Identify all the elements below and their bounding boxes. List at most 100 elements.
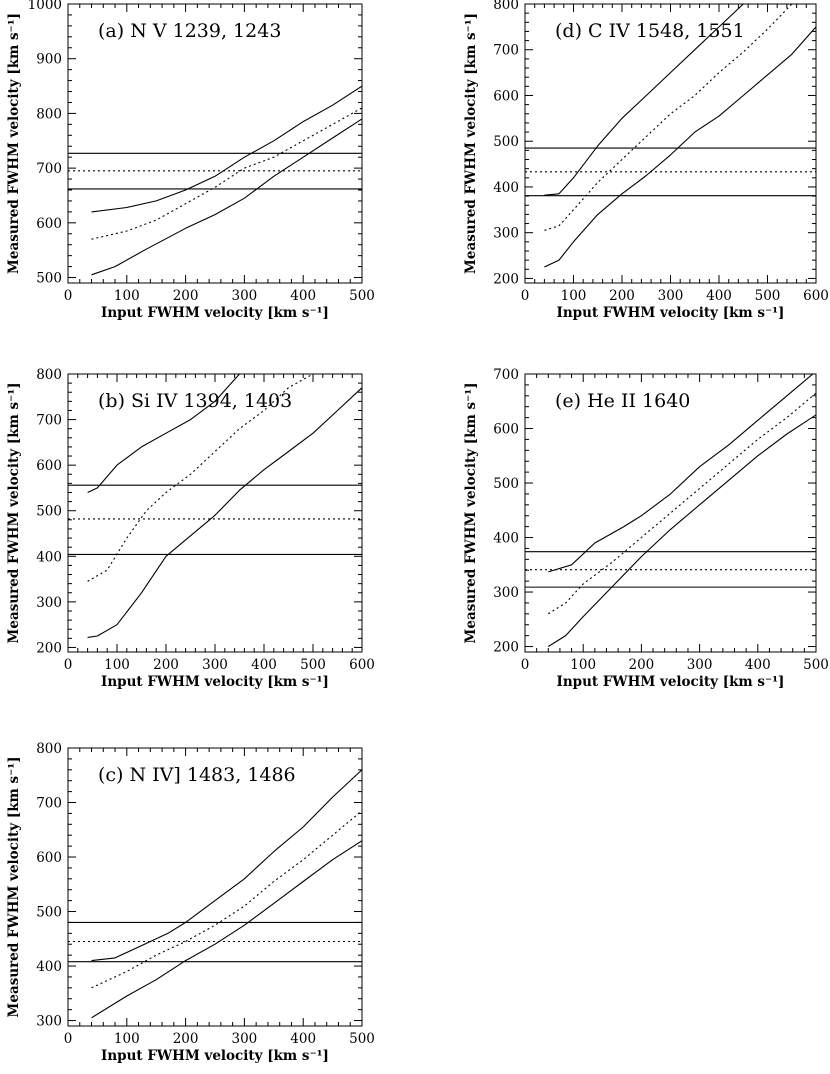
x-tick-label: 300 [658, 288, 684, 304]
panel-title: (e) He II 1640 [555, 390, 690, 412]
x-tick-label: 200 [173, 1031, 199, 1047]
x-tick-label: 500 [349, 288, 375, 304]
panel-title: (b) Si IV 1394, 1403 [98, 390, 292, 412]
x-tick-label: 100 [561, 288, 587, 304]
series-line-3 [87, 374, 240, 493]
y-tick-label: 400 [493, 180, 519, 196]
x-tick-label: 500 [803, 657, 829, 673]
x-tick-label: 300 [232, 288, 258, 304]
y-tick-label: 500 [36, 271, 62, 287]
series-line-2 [548, 392, 816, 615]
x-tick-label: 500 [349, 1031, 375, 1047]
panel-a: 0 100 200 300 400 500 500 600 700 800 900 1000 Input… [6, 0, 375, 321]
y-tick-label: 500 [493, 134, 519, 150]
x-tick-label: 100 [114, 1031, 140, 1047]
y-tick-label: 300 [36, 595, 62, 611]
y-tick-label: 200 [493, 271, 519, 287]
series-line-3 [91, 769, 362, 962]
x-axis-title: Input FWHM velocity [km s⁻¹] [101, 674, 329, 690]
x-tick-label: 400 [290, 1031, 316, 1047]
y-tick-label: 1000 [28, 0, 62, 13]
y-tick-label: 400 [36, 549, 62, 565]
y-tick-label: 900 [36, 52, 62, 68]
series-line-2 [544, 4, 793, 231]
y-tick-label: 600 [36, 216, 62, 232]
x-axis-title: Input FWHM velocity [km s⁻¹] [557, 305, 785, 321]
panel-e: 0 100 200 300 400 500 200 300 400 500 600 700 Input … [463, 367, 829, 690]
x-tick-label: 600 [349, 657, 375, 673]
x-tick-label: 500 [755, 288, 781, 304]
series-line-3 [91, 85, 362, 213]
y-tick-label: 600 [493, 422, 519, 438]
x-tick-label: 100 [104, 657, 130, 673]
plot-content [68, 374, 362, 638]
y-tick-label: 200 [493, 640, 519, 656]
series-line-2 [91, 810, 362, 989]
x-axis-title: Input FWHM velocity [km s⁻¹] [557, 674, 785, 690]
x-tick-label: 200 [609, 288, 635, 304]
series-line-2 [87, 374, 314, 582]
series-line-3 [548, 374, 814, 573]
y-tick-label: 400 [493, 531, 519, 547]
x-tick-label: 400 [290, 288, 316, 304]
y-tick-label: 800 [36, 367, 62, 383]
plot-content [68, 85, 362, 276]
y-tick-label: 700 [493, 367, 519, 383]
plot-frame [524, 373, 817, 653]
y-tick-label: 500 [36, 504, 62, 520]
x-tick-label: 200 [153, 657, 179, 673]
plot-frame [67, 373, 363, 653]
x-tick-label: 0 [64, 288, 73, 304]
series-line-1 [91, 118, 362, 276]
x-tick-label: 0 [64, 657, 73, 673]
x-tick-label: 600 [803, 288, 829, 304]
y-tick-label: 500 [36, 905, 62, 921]
panel-title: (c) N IV] 1483, 1486 [98, 764, 296, 786]
x-tick-label: 300 [202, 657, 228, 673]
plot-content [68, 769, 362, 1019]
y-axis-title: Measured FWHM velocity [km s⁻¹] [6, 382, 22, 643]
x-axis-title: Input FWHM velocity [km s⁻¹] [101, 305, 329, 321]
y-tick-label: 300 [36, 1014, 62, 1030]
panel-d: 0 100 200 300 400 500 600 200 300 400 500 600 700 800… [463, 0, 829, 321]
series-line-1 [544, 26, 816, 268]
panel-title: (d) C IV 1548, 1551 [555, 20, 745, 42]
x-tick-label: 0 [521, 288, 530, 304]
plot-frame [67, 747, 363, 1027]
y-tick-label: 800 [36, 106, 62, 122]
x-tick-label: 400 [706, 288, 732, 304]
x-tick-label: 300 [232, 1031, 258, 1047]
series-line-1 [91, 840, 362, 1019]
y-tick-label: 800 [36, 741, 62, 757]
y-tick-label: 300 [493, 226, 519, 242]
y-tick-label: 400 [36, 959, 62, 975]
plot-frame [67, 3, 363, 284]
y-tick-label: 600 [493, 88, 519, 104]
plot-content [525, 4, 816, 268]
x-tick-label: 0 [64, 1031, 73, 1047]
series-line-1 [548, 414, 816, 647]
y-tick-label: 700 [36, 161, 62, 177]
y-tick-label: 600 [36, 850, 62, 866]
y-tick-label: 700 [36, 796, 62, 812]
y-tick-label: 700 [493, 43, 519, 59]
series-line-1 [87, 387, 362, 638]
x-tick-label: 200 [173, 288, 199, 304]
y-axis-title: Measured FWHM velocity [km s⁻¹] [463, 13, 479, 274]
series-line-3 [544, 4, 744, 196]
panel-b: 0 100 200 300 400 500 600 200 300 400 500 600 700 800… [6, 367, 375, 690]
y-axis-title: Measured FWHM velocity [km s⁻¹] [463, 382, 479, 643]
panel-c: 0 100 200 300 400 500 300 400 500 600 700 800 Input … [6, 741, 375, 1064]
y-tick-label: 700 [36, 413, 62, 429]
x-tick-label: 200 [629, 657, 655, 673]
y-tick-label: 500 [493, 476, 519, 492]
x-tick-label: 100 [570, 657, 596, 673]
x-tick-label: 500 [300, 657, 326, 673]
y-axis-title: Measured FWHM velocity [km s⁻¹] [6, 13, 22, 274]
x-axis-title: Input FWHM velocity [km s⁻¹] [101, 1048, 329, 1064]
y-tick-label: 600 [36, 458, 62, 474]
y-tick-label: 200 [36, 640, 62, 656]
y-tick-label: 800 [493, 0, 519, 13]
plot-content [525, 374, 816, 647]
